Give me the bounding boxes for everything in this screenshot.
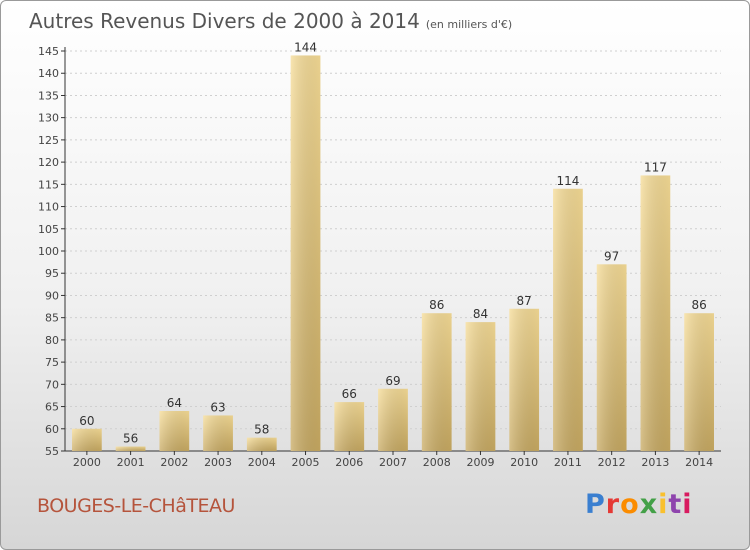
y-tick-label: 120 xyxy=(38,156,59,169)
x-tick-label: 2010 xyxy=(510,456,538,469)
bar-shade xyxy=(115,446,146,451)
bar-shade xyxy=(509,308,540,451)
x-tick-label: 2009 xyxy=(466,456,494,469)
x-tick-label: 2002 xyxy=(160,456,188,469)
bar-shade xyxy=(553,188,583,451)
x-tick-label: 2014 xyxy=(685,456,713,469)
x-tick-label: 2000 xyxy=(73,456,101,469)
bar-shade xyxy=(378,388,408,451)
x-tick-label: 2005 xyxy=(292,456,320,469)
logo-letter: i xyxy=(658,489,669,520)
bar-shade xyxy=(421,313,452,451)
x-tick-label: 2007 xyxy=(379,456,407,469)
chart-title: Autres Revenus Divers de 2000 à 2014 (en … xyxy=(29,9,512,33)
data-label: 86 xyxy=(691,298,706,312)
x-tick-label: 2004 xyxy=(248,456,276,469)
logo-letter: P xyxy=(585,489,606,520)
data-label: 56 xyxy=(123,432,138,446)
y-tick-label: 80 xyxy=(45,334,59,347)
data-label: 86 xyxy=(429,298,444,312)
data-label: 87 xyxy=(517,294,532,308)
y-tick-label: 75 xyxy=(45,356,59,369)
x-tick-label: 2006 xyxy=(335,456,363,469)
logo-letter: r xyxy=(605,489,621,520)
x-tick-label: 2003 xyxy=(204,456,232,469)
logo-letter: x xyxy=(639,489,659,520)
bar-shade xyxy=(465,322,496,451)
data-label: 97 xyxy=(604,249,619,263)
logo-letter: i xyxy=(682,489,693,520)
bar-shade xyxy=(71,428,102,451)
x-tick-label: 2008 xyxy=(423,456,451,469)
place-name: BOUGES-LE-CHâTEAU xyxy=(37,495,235,517)
y-tick-label: 65 xyxy=(45,401,59,414)
x-tick-label: 2001 xyxy=(117,456,145,469)
bar-shade xyxy=(640,175,671,451)
y-tick-label: 115 xyxy=(38,178,59,191)
bar-shade xyxy=(334,402,365,451)
y-tick-label: 125 xyxy=(38,134,59,147)
logo-letter: t xyxy=(668,489,683,520)
x-tick-label: 2013 xyxy=(641,456,669,469)
data-label: 60 xyxy=(79,414,94,428)
bars xyxy=(71,55,715,451)
bar-shade xyxy=(246,437,277,451)
y-tick-label: 110 xyxy=(38,201,59,214)
data-label: 117 xyxy=(644,160,667,174)
title-text: Autres Revenus Divers de 2000 à 2014 xyxy=(29,9,420,33)
y-tick-label: 135 xyxy=(38,89,59,102)
bar-shade xyxy=(596,264,627,451)
data-label: 66 xyxy=(342,387,357,401)
y-tick-label: 145 xyxy=(38,45,59,58)
y-tick-label: 100 xyxy=(38,245,59,258)
x-tick-label: 2012 xyxy=(598,456,626,469)
labels: 2000 60 2001 56 2002 64 2003 63 2004 58 2005 144 200… xyxy=(73,40,713,469)
logo-letter: o xyxy=(620,489,640,520)
data-label: 58 xyxy=(254,423,269,437)
bar-shade xyxy=(159,411,190,451)
bar-shade xyxy=(203,415,233,451)
y-tick-label: 95 xyxy=(45,267,59,280)
y-tick-label: 55 xyxy=(45,445,59,458)
x-tick-label: 2011 xyxy=(554,456,582,469)
proxiti-logo: Proxiti xyxy=(585,489,693,520)
y-tick-label: 70 xyxy=(45,378,59,391)
data-label: 64 xyxy=(167,396,182,410)
data-label: 69 xyxy=(385,374,400,388)
y-tick-label: 130 xyxy=(38,112,59,125)
y-tick-label: 85 xyxy=(45,312,59,325)
y-tick-label: 60 xyxy=(45,423,59,436)
y-tick-label: 140 xyxy=(38,67,59,80)
y-tick-label: 90 xyxy=(45,289,59,302)
y-tick-label: 105 xyxy=(38,223,59,236)
data-label: 84 xyxy=(473,307,488,321)
data-label: 144 xyxy=(294,40,317,54)
data-label: 114 xyxy=(556,174,579,188)
bar-shade xyxy=(290,55,321,451)
data-label: 63 xyxy=(210,400,225,414)
bar-shade xyxy=(684,313,715,451)
title-unit: (en milliers d'€) xyxy=(425,18,513,31)
